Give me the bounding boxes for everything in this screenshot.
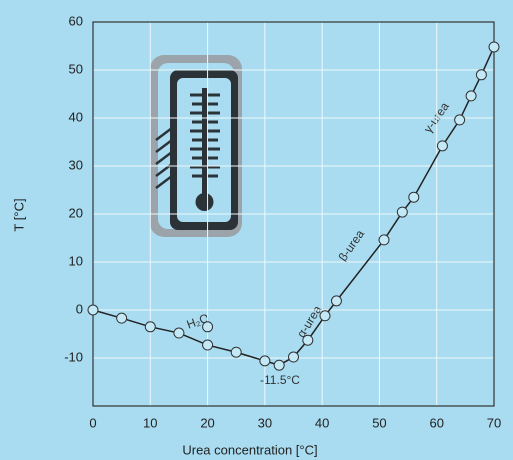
y-tick-label: 60 <box>69 13 83 28</box>
point <box>378 234 390 246</box>
y-tick-label: 20 <box>69 205 83 220</box>
point <box>230 346 242 358</box>
point <box>288 351 299 363</box>
x-tick-label: 0 <box>89 415 96 430</box>
point <box>454 114 466 126</box>
x-tick-label: 10 <box>143 415 157 430</box>
y-axis-label: T [°C] <box>11 198 26 231</box>
point <box>302 334 314 346</box>
y-tick-label: 30 <box>69 157 83 172</box>
y-tick-label: 40 <box>69 109 83 124</box>
point <box>488 41 500 53</box>
thermometer-icon <box>150 55 242 237</box>
plot-frame <box>92 21 495 407</box>
annotation: -11.5°C <box>260 373 300 387</box>
x-tick-label: 30 <box>258 415 272 430</box>
x-tick-label: 70 <box>487 415 501 430</box>
point <box>273 359 285 371</box>
point <box>408 191 420 203</box>
point <box>465 90 477 102</box>
x-tick-label: 20 <box>200 415 214 430</box>
x-tick-label: 60 <box>429 415 443 430</box>
y-tick-label: -10 <box>64 349 83 364</box>
point <box>436 140 448 152</box>
point <box>475 69 487 81</box>
y-tick-label: 0 <box>76 301 83 316</box>
point <box>330 295 342 307</box>
x-axis-label: Urea concentration [°C] <box>182 442 317 457</box>
point <box>396 206 408 218</box>
point <box>202 339 214 351</box>
y-tick-label: 50 <box>69 61 83 76</box>
point <box>144 321 156 333</box>
point <box>87 304 99 316</box>
x-tick-label: 40 <box>315 415 329 430</box>
y-tick-label: 10 <box>69 253 83 268</box>
point <box>259 355 271 367</box>
point <box>202 321 214 333</box>
x-tick-label: 50 <box>372 415 386 430</box>
point <box>173 327 185 339</box>
point <box>319 310 331 322</box>
point <box>116 312 128 324</box>
